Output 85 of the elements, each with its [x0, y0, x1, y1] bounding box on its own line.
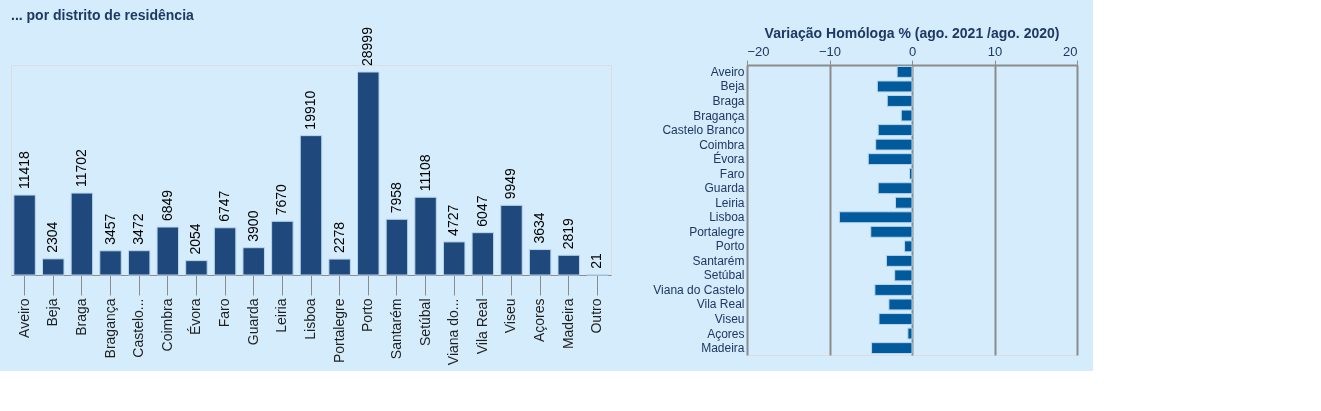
data-label: 6047 [473, 195, 490, 227]
x-tick-label: Leiria [273, 298, 290, 333]
bar [557, 254, 580, 276]
x-tick-label: Bragança [101, 298, 118, 359]
y-tick-label: Setúbal [703, 268, 745, 283]
bar [500, 204, 523, 276]
data-label: 2819 [559, 217, 576, 250]
bar [185, 260, 208, 276]
x-tick-label: Lisboa [302, 298, 318, 340]
y-tick-label: Coimbra [699, 137, 745, 152]
x-tick-label: Viana do... [445, 298, 462, 366]
data-label: 7670 [273, 183, 290, 216]
y-tick-label: Santarém [692, 253, 745, 268]
x-tick-label: Évora [187, 298, 204, 336]
chart-title: Variação Homóloga % (ago. 2021 /ago. 2020) [764, 25, 1060, 41]
x-tick-label: Castelo... [130, 298, 147, 358]
bar [271, 220, 294, 276]
bar [357, 71, 380, 276]
x-tick-label: Faro [216, 298, 233, 328]
bar [156, 226, 180, 276]
y-tick-label: Porto [715, 239, 745, 254]
x-tick-label: Outro [588, 298, 605, 334]
x-tick-label: Beja [44, 298, 61, 327]
y-tick-label: Évora [713, 151, 745, 167]
x-tick-label: Porto [359, 298, 376, 332]
bar [528, 249, 552, 276]
data-label: 11702 [72, 148, 89, 188]
data-label: 21 [588, 253, 605, 269]
x-tick-label: Setúbal [416, 298, 433, 346]
bar [99, 250, 122, 276]
chart-title: ... por distrito de residência [11, 7, 195, 24]
x-tick-label: Braga [72, 298, 89, 336]
x-tick-label: Viseu [502, 298, 519, 334]
x-tick-label: Vila Real [473, 298, 490, 355]
x-tick-label: Guarda [244, 298, 261, 346]
x-tick-label: Aveiro [15, 298, 32, 338]
data-label: 6747 [216, 190, 233, 222]
x-tick-label: 0 [908, 43, 917, 59]
y-tick-label: Bragança [693, 108, 745, 123]
x-tick-label: Madeira [559, 298, 576, 350]
bar [471, 232, 495, 276]
data-label: 3457 [101, 213, 118, 245]
bar [328, 258, 351, 276]
y-tick-label: Braga [712, 93, 745, 108]
bar [299, 135, 323, 276]
data-label: 3900 [244, 210, 261, 242]
y-tick-label: Viana do Castelo [653, 282, 745, 297]
data-label: 7958 [387, 181, 404, 214]
data-label: 2054 [187, 223, 204, 255]
data-label: 28999 [359, 26, 376, 67]
x-tick-label: Portalegre [330, 298, 347, 364]
y-tick-label: Portalegre [689, 224, 745, 239]
y-tick-label: Guarda [704, 181, 745, 196]
y-tick-label: Castelo Branco [662, 123, 745, 138]
data-label: 19910 [302, 90, 318, 130]
bar [127, 250, 151, 276]
x-tick-label: 20 [1063, 43, 1078, 59]
x-tick-label: Coimbra [158, 298, 175, 352]
x-tick-label: Santarém [387, 298, 404, 360]
bar [414, 196, 437, 276]
data-label: 11108 [416, 154, 433, 192]
bar [13, 194, 36, 276]
bar [242, 247, 265, 276]
x-tick-label: −20 [747, 43, 770, 59]
y-tick-label: Aveiro [710, 64, 745, 79]
y-tick-label: Beja [720, 79, 745, 94]
x-tick-label: 10 [987, 43, 1003, 59]
bar [385, 218, 409, 276]
data-label: 2304 [44, 221, 61, 253]
y-tick-label: Leiria [715, 195, 745, 210]
data-label: 3472 [130, 213, 147, 245]
data-label: 2278 [330, 221, 347, 254]
bar [70, 192, 94, 276]
data-label: 9949 [502, 168, 519, 200]
bar [442, 241, 466, 276]
x-tick-label: −10 [818, 43, 842, 59]
data-label: 6849 [158, 189, 175, 222]
y-tick-label: Lisboa [709, 210, 745, 225]
data-label: 3634 [531, 212, 548, 244]
bar [213, 227, 237, 276]
y-tick-label: Faro [719, 166, 745, 181]
data-label: 4727 [445, 204, 462, 236]
bar [42, 258, 65, 276]
x-tick-label: Açores [531, 298, 548, 343]
data-label: 11418 [15, 150, 32, 190]
